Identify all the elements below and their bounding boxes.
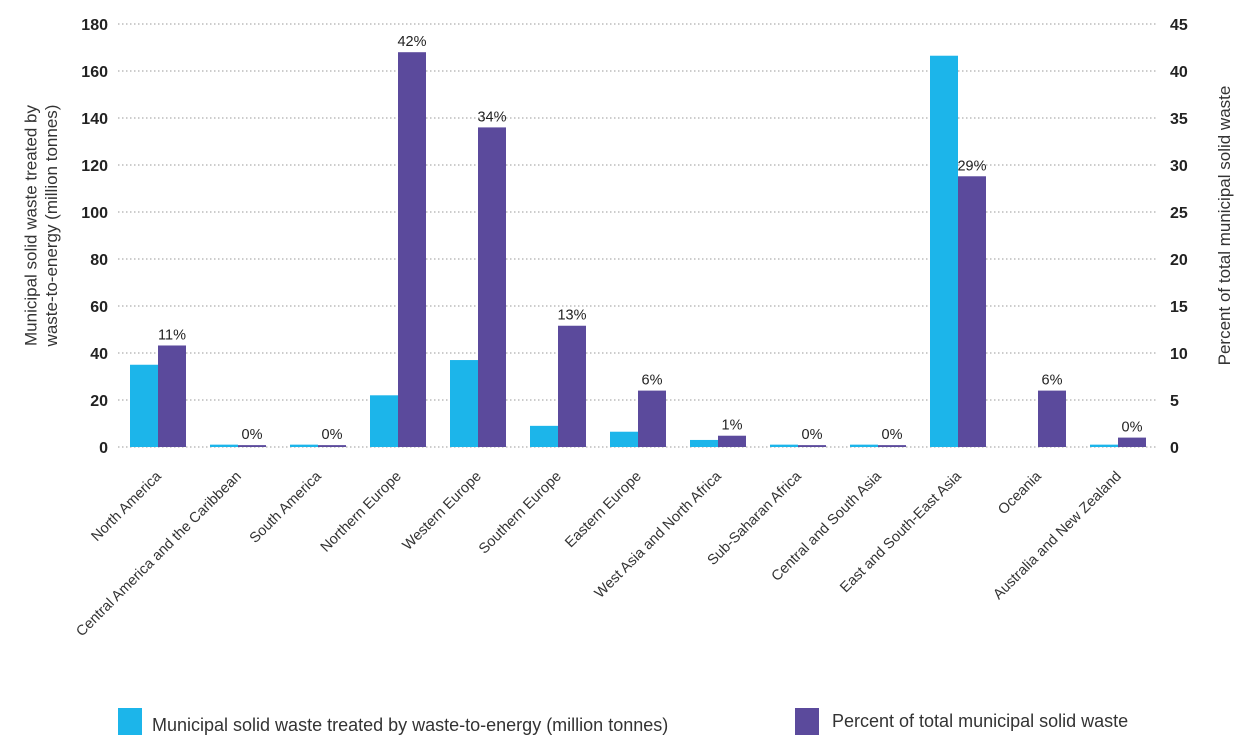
legend-label-percent-total: Percent of total municipal solid waste	[832, 711, 1128, 731]
bar-percent-total	[1118, 437, 1146, 447]
legend-layer: Municipal solid waste treated by waste-t…	[118, 708, 1128, 735]
bar-percent-total	[478, 127, 506, 448]
category-label: Southern Europe	[476, 469, 565, 558]
data-label-percent: 1%	[722, 418, 743, 434]
axis-layer: 0 20 40 60 80 100 120 140 160 180 0 5 10 15 20 25 30 35 40…	[22, 17, 1234, 640]
category-label: Western Europe	[400, 469, 485, 554]
y-left-axis-title-line: waste-to-energy (million tonnes)	[42, 105, 61, 348]
y-left-tick-label: 20	[90, 393, 108, 410]
category-label: West Asia and North Africa	[592, 468, 726, 602]
data-label-percent: 0%	[242, 427, 263, 443]
bar-layer	[130, 52, 1146, 448]
y-left-tick-label: 40	[90, 346, 108, 363]
category-label: Australia and New Zealand	[990, 469, 1124, 603]
y-right-tick-label: 15	[1170, 299, 1188, 316]
y-left-tick-label: 120	[81, 158, 108, 175]
data-label-percent: 6%	[642, 373, 663, 389]
bar-msw-treated	[530, 425, 558, 447]
category-label: Northern Europe	[318, 469, 405, 556]
label-layer: 11% 0% 0% 42% 34% 13% 6% 1% 0% 0% 29% 6% 0%	[158, 34, 1143, 443]
data-label-percent: 0%	[882, 427, 903, 443]
legend-swatch-percent-total	[795, 708, 819, 735]
data-label-percent: 0%	[1122, 420, 1143, 436]
bar-msw-treated	[130, 364, 158, 447]
bar-percent-total	[1038, 390, 1066, 447]
y-left-tick-label: 0	[99, 440, 108, 457]
y-left-tick-label: 60	[90, 299, 108, 316]
data-label-percent: 0%	[322, 427, 343, 443]
y-left-axis-title-line: Municipal solid waste treated by	[22, 105, 41, 346]
y-left-tick-label: 100	[81, 205, 108, 222]
y-right-tick-label: 10	[1170, 346, 1188, 363]
y-left-tick-label: 180	[81, 17, 108, 34]
data-label-percent: 13%	[557, 308, 586, 324]
category-label: South America	[247, 468, 326, 547]
grid-layer	[118, 23, 1158, 448]
data-label-percent: 29%	[957, 158, 986, 174]
bar-msw-treated	[450, 360, 478, 447]
legend-swatch-msw-treated	[118, 708, 142, 735]
bar-percent-total	[638, 390, 666, 447]
category-label: Oceania	[995, 468, 1045, 518]
y-left-tick-label: 140	[81, 111, 108, 128]
bar-percent-total	[318, 445, 346, 447]
bar-msw-treated	[370, 395, 398, 447]
bar-msw-treated	[610, 431, 638, 447]
data-label-percent: 0%	[802, 427, 823, 443]
bar-percent-total	[878, 445, 906, 447]
data-label-percent: 11%	[158, 327, 186, 343]
category-label: North America	[89, 468, 166, 545]
y-right-tick-label: 40	[1170, 64, 1188, 81]
category-label: Eastern Europe	[562, 469, 645, 552]
bar-msw-treated	[210, 444, 238, 447]
bar-msw-treated	[930, 55, 958, 447]
bar-percent-total	[158, 345, 186, 447]
bar-percent-total	[238, 445, 266, 447]
y-right-tick-label: 35	[1170, 111, 1188, 128]
y-right-tick-label: 30	[1170, 158, 1188, 175]
y-right-tick-label: 0	[1170, 440, 1179, 457]
y-right-axis-title: Percent of total municipal solid waste	[1215, 86, 1234, 366]
data-label-percent: 34%	[477, 109, 506, 125]
bar-percent-total	[718, 435, 746, 447]
bar-percent-total	[798, 445, 826, 447]
bar-msw-treated	[1090, 444, 1118, 447]
data-label-percent: 6%	[1042, 373, 1063, 389]
bar-msw-treated	[770, 444, 798, 447]
y-right-tick-label: 5	[1170, 393, 1179, 410]
category-label: Central America and the Caribbean	[73, 469, 244, 640]
y-right-tick-label: 25	[1170, 205, 1188, 222]
bar-msw-treated	[290, 444, 318, 447]
bar-percent-total	[398, 52, 426, 447]
y-right-tick-label: 20	[1170, 252, 1188, 269]
bar-msw-treated	[690, 439, 718, 447]
y-left-tick-label: 160	[81, 64, 108, 81]
data-label-percent: 42%	[397, 34, 426, 50]
bar-percent-total	[558, 325, 586, 447]
bar-percent-total	[958, 176, 986, 447]
y-left-axis-title: Municipal solid waste treated bywaste-to…	[22, 105, 61, 348]
y-right-tick-label: 45	[1170, 17, 1188, 34]
y-left-tick-label: 80	[90, 252, 108, 269]
legend-label-msw-treated: Municipal solid waste treated by waste-t…	[152, 715, 668, 735]
bar-msw-treated	[850, 444, 878, 447]
